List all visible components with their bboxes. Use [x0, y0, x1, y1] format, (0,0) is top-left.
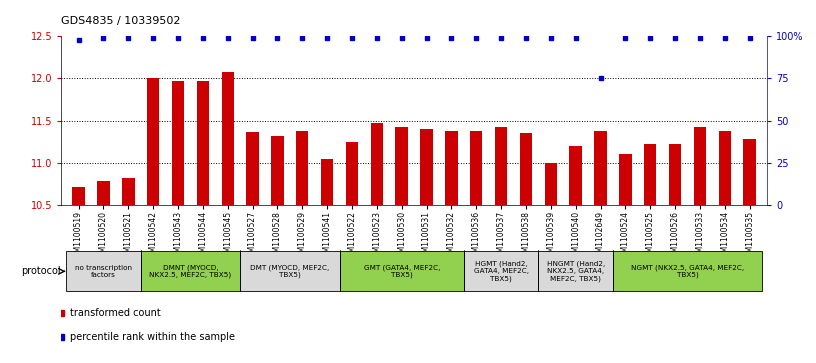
Bar	[370, 123, 383, 205]
Bar	[321, 159, 334, 205]
Text: HGMT (Hand2,
GATA4, MEF2C,
TBX5): HGMT (Hand2, GATA4, MEF2C, TBX5)	[473, 261, 529, 282]
FancyBboxPatch shape	[240, 251, 339, 291]
Bar	[221, 72, 234, 205]
Bar	[494, 127, 508, 205]
Bar	[271, 136, 284, 205]
FancyBboxPatch shape	[613, 251, 762, 291]
Bar	[619, 155, 632, 205]
Text: protocol: protocol	[21, 266, 61, 276]
FancyBboxPatch shape	[66, 251, 140, 291]
Bar	[669, 144, 681, 205]
Bar	[420, 129, 432, 205]
Bar	[594, 131, 607, 205]
FancyBboxPatch shape	[463, 251, 539, 291]
Bar	[544, 163, 557, 205]
Bar	[446, 131, 458, 205]
FancyBboxPatch shape	[339, 251, 463, 291]
Text: percentile rank within the sample: percentile rank within the sample	[70, 332, 235, 342]
Text: GDS4835 / 10339502: GDS4835 / 10339502	[61, 16, 180, 26]
Bar	[396, 127, 408, 205]
Bar	[520, 133, 532, 205]
Text: no transcription
factors: no transcription factors	[75, 265, 132, 278]
FancyBboxPatch shape	[140, 251, 240, 291]
Text: HNGMT (Hand2,
NKX2.5, GATA4,
MEF2C, TBX5): HNGMT (Hand2, NKX2.5, GATA4, MEF2C, TBX5…	[547, 261, 605, 282]
Bar	[470, 131, 482, 205]
Bar	[97, 182, 109, 205]
Bar	[246, 132, 259, 205]
Bar	[644, 144, 656, 205]
Text: DMNT (MYOCD,
NKX2.5, MEF2C, TBX5): DMNT (MYOCD, NKX2.5, MEF2C, TBX5)	[149, 264, 232, 278]
Text: NGMT (NKX2.5, GATA4, MEF2C,
TBX5): NGMT (NKX2.5, GATA4, MEF2C, TBX5)	[631, 264, 744, 278]
Text: transformed count: transformed count	[70, 308, 161, 318]
Bar	[122, 178, 135, 205]
Bar	[570, 146, 582, 205]
FancyBboxPatch shape	[539, 251, 613, 291]
Bar	[743, 139, 756, 205]
Bar	[296, 131, 308, 205]
Bar	[346, 142, 358, 205]
Bar	[197, 81, 209, 205]
Bar	[694, 127, 706, 205]
Bar	[719, 131, 731, 205]
Bar	[147, 78, 159, 205]
Bar	[73, 187, 85, 205]
Text: GMT (GATA4, MEF2C,
TBX5): GMT (GATA4, MEF2C, TBX5)	[363, 264, 440, 278]
Bar	[172, 81, 184, 205]
Text: DMT (MYOCD, MEF2C,
TBX5): DMT (MYOCD, MEF2C, TBX5)	[251, 264, 330, 278]
